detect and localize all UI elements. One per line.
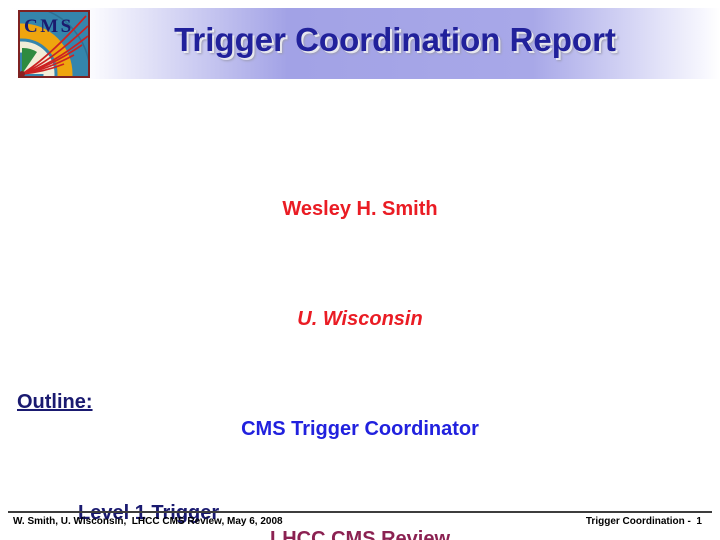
footer-page-number: Trigger Coordination - 1 (585, 516, 702, 527)
slide-title: Trigger Coordination Report (174, 21, 616, 58)
outline-section: Outline: Level 1 Trigger DAQ & HLT Infra… (17, 310, 720, 540)
cms-logo-icon: CMS (18, 10, 90, 78)
footer-credit: W. Smith, U. Wisconsin, LHCC CMS Review,… (13, 516, 283, 527)
author-block: Wesley H. Smith U. Wisconsin CMS Trigger… (0, 118, 720, 540)
author-affiliation: U. Wisconsin (297, 307, 423, 330)
author-name: Wesley H. Smith (282, 198, 438, 221)
outline-item-level1: Level 1 Trigger (78, 502, 220, 524)
author-role: CMS Trigger Coordinator (241, 417, 479, 440)
cms-logo-label: CMS (24, 16, 74, 37)
cms-logo-graphic: CMS (20, 12, 88, 76)
outline-heading: Outline: (17, 391, 93, 413)
footer-divider (8, 511, 712, 513)
event-name: LHCC CMS Review (269, 527, 451, 540)
header-band (0, 8, 720, 79)
